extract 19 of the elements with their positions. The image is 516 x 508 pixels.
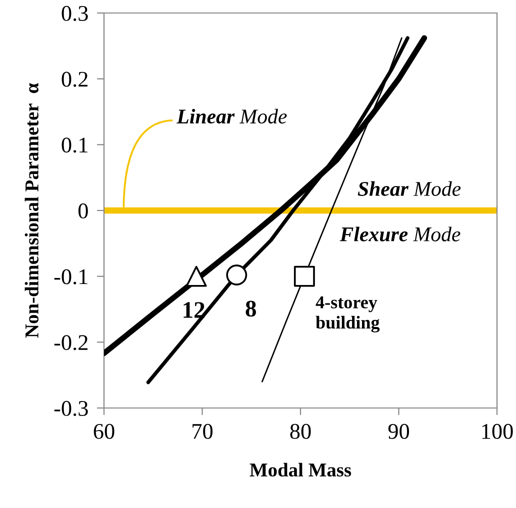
y-tick-label: 0.3	[62, 6, 88, 22]
x-axis-title: Modal Mass	[250, 462, 352, 477]
x-tick-label: 60	[94, 424, 114, 439]
y-tick-label: -0.2	[54, 335, 88, 350]
x-tick-label: 90	[388, 424, 410, 439]
annotation: Shear Mode	[358, 181, 461, 196]
y-tick-label: 0.1	[62, 138, 88, 153]
annotation: Flexure Mode	[340, 226, 460, 242]
y-tick-label: 0	[78, 203, 88, 218]
y-axis-title: Non-dimensional Parameter α	[24, 83, 38, 338]
y-tick-label: 0.2	[62, 72, 88, 87]
annotation: Linear Mode	[176, 108, 287, 124]
x-tick-label: 100	[482, 424, 513, 439]
y-tick-label: -0.3	[54, 400, 88, 416]
series-label: 4-storey building	[316, 296, 380, 332]
x-tick-label: 70	[192, 424, 213, 439]
y-tick-label: -0.1	[54, 269, 88, 284]
x-tick-label: 80	[290, 424, 311, 439]
series-label: 8	[246, 300, 256, 317]
